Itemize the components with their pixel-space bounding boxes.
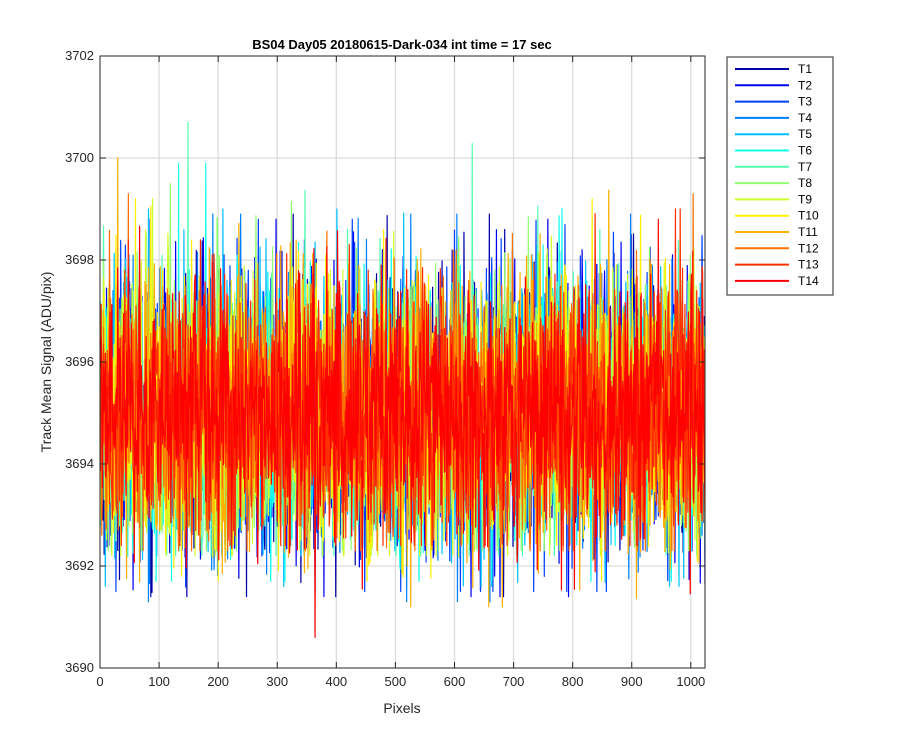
y-tick-label: 3702 (65, 48, 94, 63)
legend-label-t9: T9 (798, 192, 812, 206)
legend-label-t8: T8 (798, 176, 812, 190)
chart-title: BS04 Day05 20180615-Dark-034 int time = … (252, 37, 552, 52)
series-line-t13 (100, 208, 705, 547)
legend-label-t10: T10 (798, 209, 819, 223)
x-tick-label: 800 (562, 674, 584, 689)
legend-label-t2: T2 (798, 78, 812, 92)
series-layer (100, 121, 705, 638)
x-tick-label: 700 (503, 674, 525, 689)
x-tick-label: 600 (444, 674, 466, 689)
x-tick-label: 1000 (676, 674, 705, 689)
x-axis-title: Pixels (383, 700, 420, 716)
x-tick-label: 400 (325, 674, 347, 689)
legend-label-t7: T7 (798, 160, 812, 174)
y-tick-label: 3690 (65, 660, 94, 675)
x-tick-label: 0 (96, 674, 103, 689)
x-tick-label: 500 (385, 674, 407, 689)
x-tick-label: 900 (621, 674, 643, 689)
x-tick-label: 200 (207, 674, 229, 689)
legend-label-t13: T13 (798, 258, 819, 272)
y-tick-label: 3696 (65, 354, 94, 369)
legend-box (726, 56, 834, 296)
legend-label-t6: T6 (798, 144, 812, 158)
y-tick-label: 3698 (65, 252, 94, 267)
x-tick-label: 300 (266, 674, 288, 689)
legend-label-t14: T14 (798, 274, 819, 288)
ticks: 0 100 200 300 400 500 600 700 800 900 1000 3690 3692… (65, 48, 705, 689)
legend-label-t11: T11 (798, 225, 818, 239)
y-tick-label: 3692 (65, 558, 94, 573)
x-tick-label: 100 (148, 674, 170, 689)
legend-label-t12: T12 (798, 241, 819, 255)
y-tick-label: 3700 (65, 150, 94, 165)
series-line-t14 (100, 218, 705, 638)
legend-label-t1: T1 (798, 62, 812, 76)
legend-label-t5: T5 (798, 127, 812, 141)
legend-label-t3: T3 (798, 95, 812, 109)
legend: T1 T2 T3 T4 T5 T6 T7 T8 T9 T10 T11 T12 T13 T14 (726, 56, 834, 296)
legend-label-t4: T4 (798, 111, 812, 125)
y-axis-title: Track Mean Signal (ADU/pix) (38, 272, 54, 453)
y-tick-label: 3694 (65, 456, 94, 471)
